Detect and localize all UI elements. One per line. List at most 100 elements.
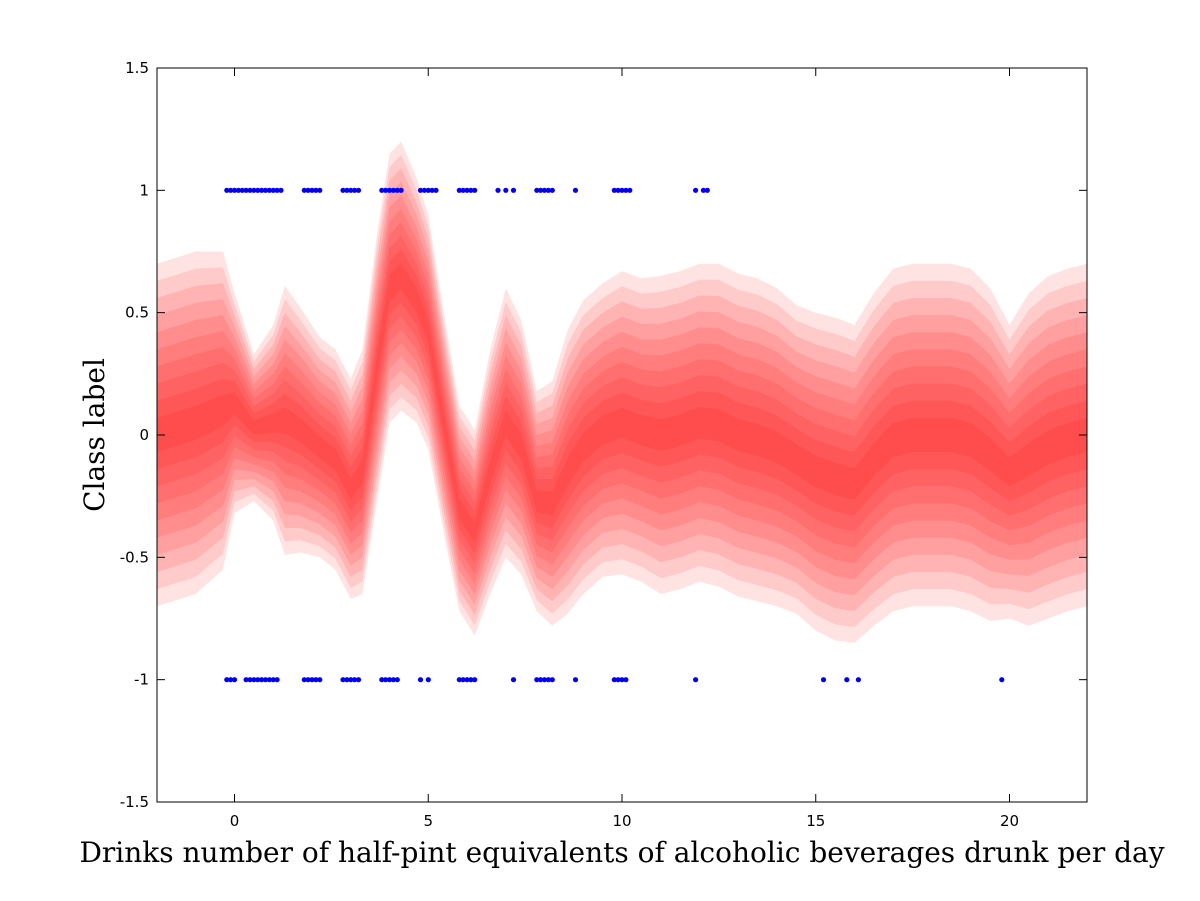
- y-tick-label: 0: [139, 426, 149, 444]
- point-class-1: [355, 187, 362, 193]
- point-class-1: [247, 187, 253, 193]
- x-axis-title: Drinks number of half-pint equivalents o…: [79, 836, 1164, 869]
- data-points: [224, 187, 1005, 683]
- point-class-minus-1: [417, 677, 424, 683]
- point-class-1: [704, 187, 710, 193]
- point-class-minus-1: [251, 677, 257, 683]
- point-class-minus-1: [472, 677, 478, 683]
- point-class-minus-1: [224, 677, 230, 683]
- point-class-minus-1: [820, 677, 827, 683]
- point-class-minus-1: [538, 677, 544, 683]
- point-class-1: [243, 187, 249, 193]
- point-class-minus-1: [394, 677, 400, 683]
- point-class-1: [538, 187, 544, 193]
- point-class-1: [317, 187, 323, 193]
- point-class-minus-1: [456, 677, 462, 683]
- point-class-1: [224, 187, 230, 193]
- point-class-1: [301, 187, 307, 193]
- point-class-minus-1: [305, 677, 311, 683]
- point-class-1: [510, 187, 517, 193]
- band-level-3: [157, 168, 1087, 616]
- y-tick-label: -0.5: [120, 548, 149, 566]
- x-tick-label: 15: [806, 812, 825, 830]
- point-class-minus-1: [355, 677, 362, 683]
- point-class-1: [231, 187, 238, 193]
- confidence-bands: [157, 141, 1087, 643]
- point-class-minus-1: [425, 677, 431, 683]
- point-class-minus-1: [999, 677, 1005, 683]
- point-class-1: [464, 187, 470, 193]
- x-tick-label: 10: [612, 812, 631, 830]
- point-class-minus-1: [313, 677, 319, 683]
- point-class-1: [545, 187, 552, 193]
- point-class-1: [429, 187, 435, 193]
- point-class-minus-1: [228, 677, 234, 683]
- point-class-minus-1: [301, 677, 307, 683]
- point-class-minus-1: [317, 677, 323, 683]
- point-class-1: [433, 187, 439, 193]
- y-tick-label: -1.5: [120, 793, 149, 811]
- point-class-1: [305, 187, 311, 193]
- point-class-1: [572, 187, 579, 193]
- point-class-1: [340, 187, 346, 193]
- point-class-minus-1: [460, 677, 466, 683]
- band-level-6: [157, 208, 1087, 585]
- point-class-minus-1: [270, 677, 276, 683]
- point-class-1: [266, 187, 272, 193]
- point-class-minus-1: [623, 677, 629, 683]
- point-class-minus-1: [468, 677, 474, 683]
- x-tick-label: 0: [230, 812, 240, 830]
- point-class-1: [700, 187, 707, 193]
- point-class-1: [348, 187, 354, 193]
- point-class-1: [394, 187, 400, 193]
- point-class-1: [379, 187, 385, 193]
- point-class-minus-1: [259, 677, 265, 683]
- point-class-1: [549, 187, 555, 193]
- x-tick-label: 20: [1000, 812, 1019, 830]
- point-class-1: [255, 187, 261, 193]
- point-class-minus-1: [693, 677, 699, 683]
- point-class-1: [344, 187, 350, 193]
- band-level-9: [157, 249, 1087, 554]
- point-class-1: [270, 187, 276, 193]
- y-tick-label: 1: [139, 181, 149, 199]
- point-class-minus-1: [352, 677, 358, 683]
- point-class-1: [417, 187, 424, 193]
- point-class-minus-1: [572, 677, 579, 683]
- point-class-1: [239, 187, 245, 193]
- point-class-minus-1: [340, 677, 346, 683]
- point-class-minus-1: [855, 677, 862, 683]
- point-class-minus-1: [266, 677, 272, 683]
- band-level-5: [157, 195, 1087, 595]
- point-class-minus-1: [262, 677, 269, 683]
- point-class-minus-1: [464, 677, 470, 683]
- point-class-1: [383, 187, 389, 193]
- point-class-1: [615, 187, 621, 193]
- point-class-1: [541, 187, 548, 193]
- point-class-minus-1: [611, 677, 617, 683]
- point-class-1: [534, 187, 540, 193]
- point-class-minus-1: [390, 677, 396, 683]
- point-class-minus-1: [386, 677, 393, 683]
- point-class-1: [274, 187, 280, 193]
- y-tick-label: 1.5: [125, 59, 149, 77]
- band-level-10: [157, 262, 1087, 544]
- point-class-1: [503, 187, 509, 193]
- point-class-1: [262, 187, 269, 193]
- point-class-minus-1: [534, 677, 540, 683]
- point-class-1: [235, 187, 241, 193]
- point-class-minus-1: [619, 677, 625, 683]
- point-class-1: [278, 187, 284, 193]
- y-tick-label: 0.5: [125, 304, 149, 322]
- point-class-minus-1: [348, 677, 354, 683]
- point-class-minus-1: [309, 677, 315, 683]
- point-class-1: [259, 187, 265, 193]
- point-class-1: [456, 187, 462, 193]
- point-class-1: [390, 187, 396, 193]
- x-tick-label: 5: [423, 812, 433, 830]
- point-class-minus-1: [231, 677, 238, 683]
- point-class-1: [468, 187, 474, 193]
- band-level-1: [157, 141, 1087, 643]
- axis-ticks: 0 5 10 15 20 -1.5 -1 -0.5 0 0.5 1 1.5: [120, 59, 1087, 830]
